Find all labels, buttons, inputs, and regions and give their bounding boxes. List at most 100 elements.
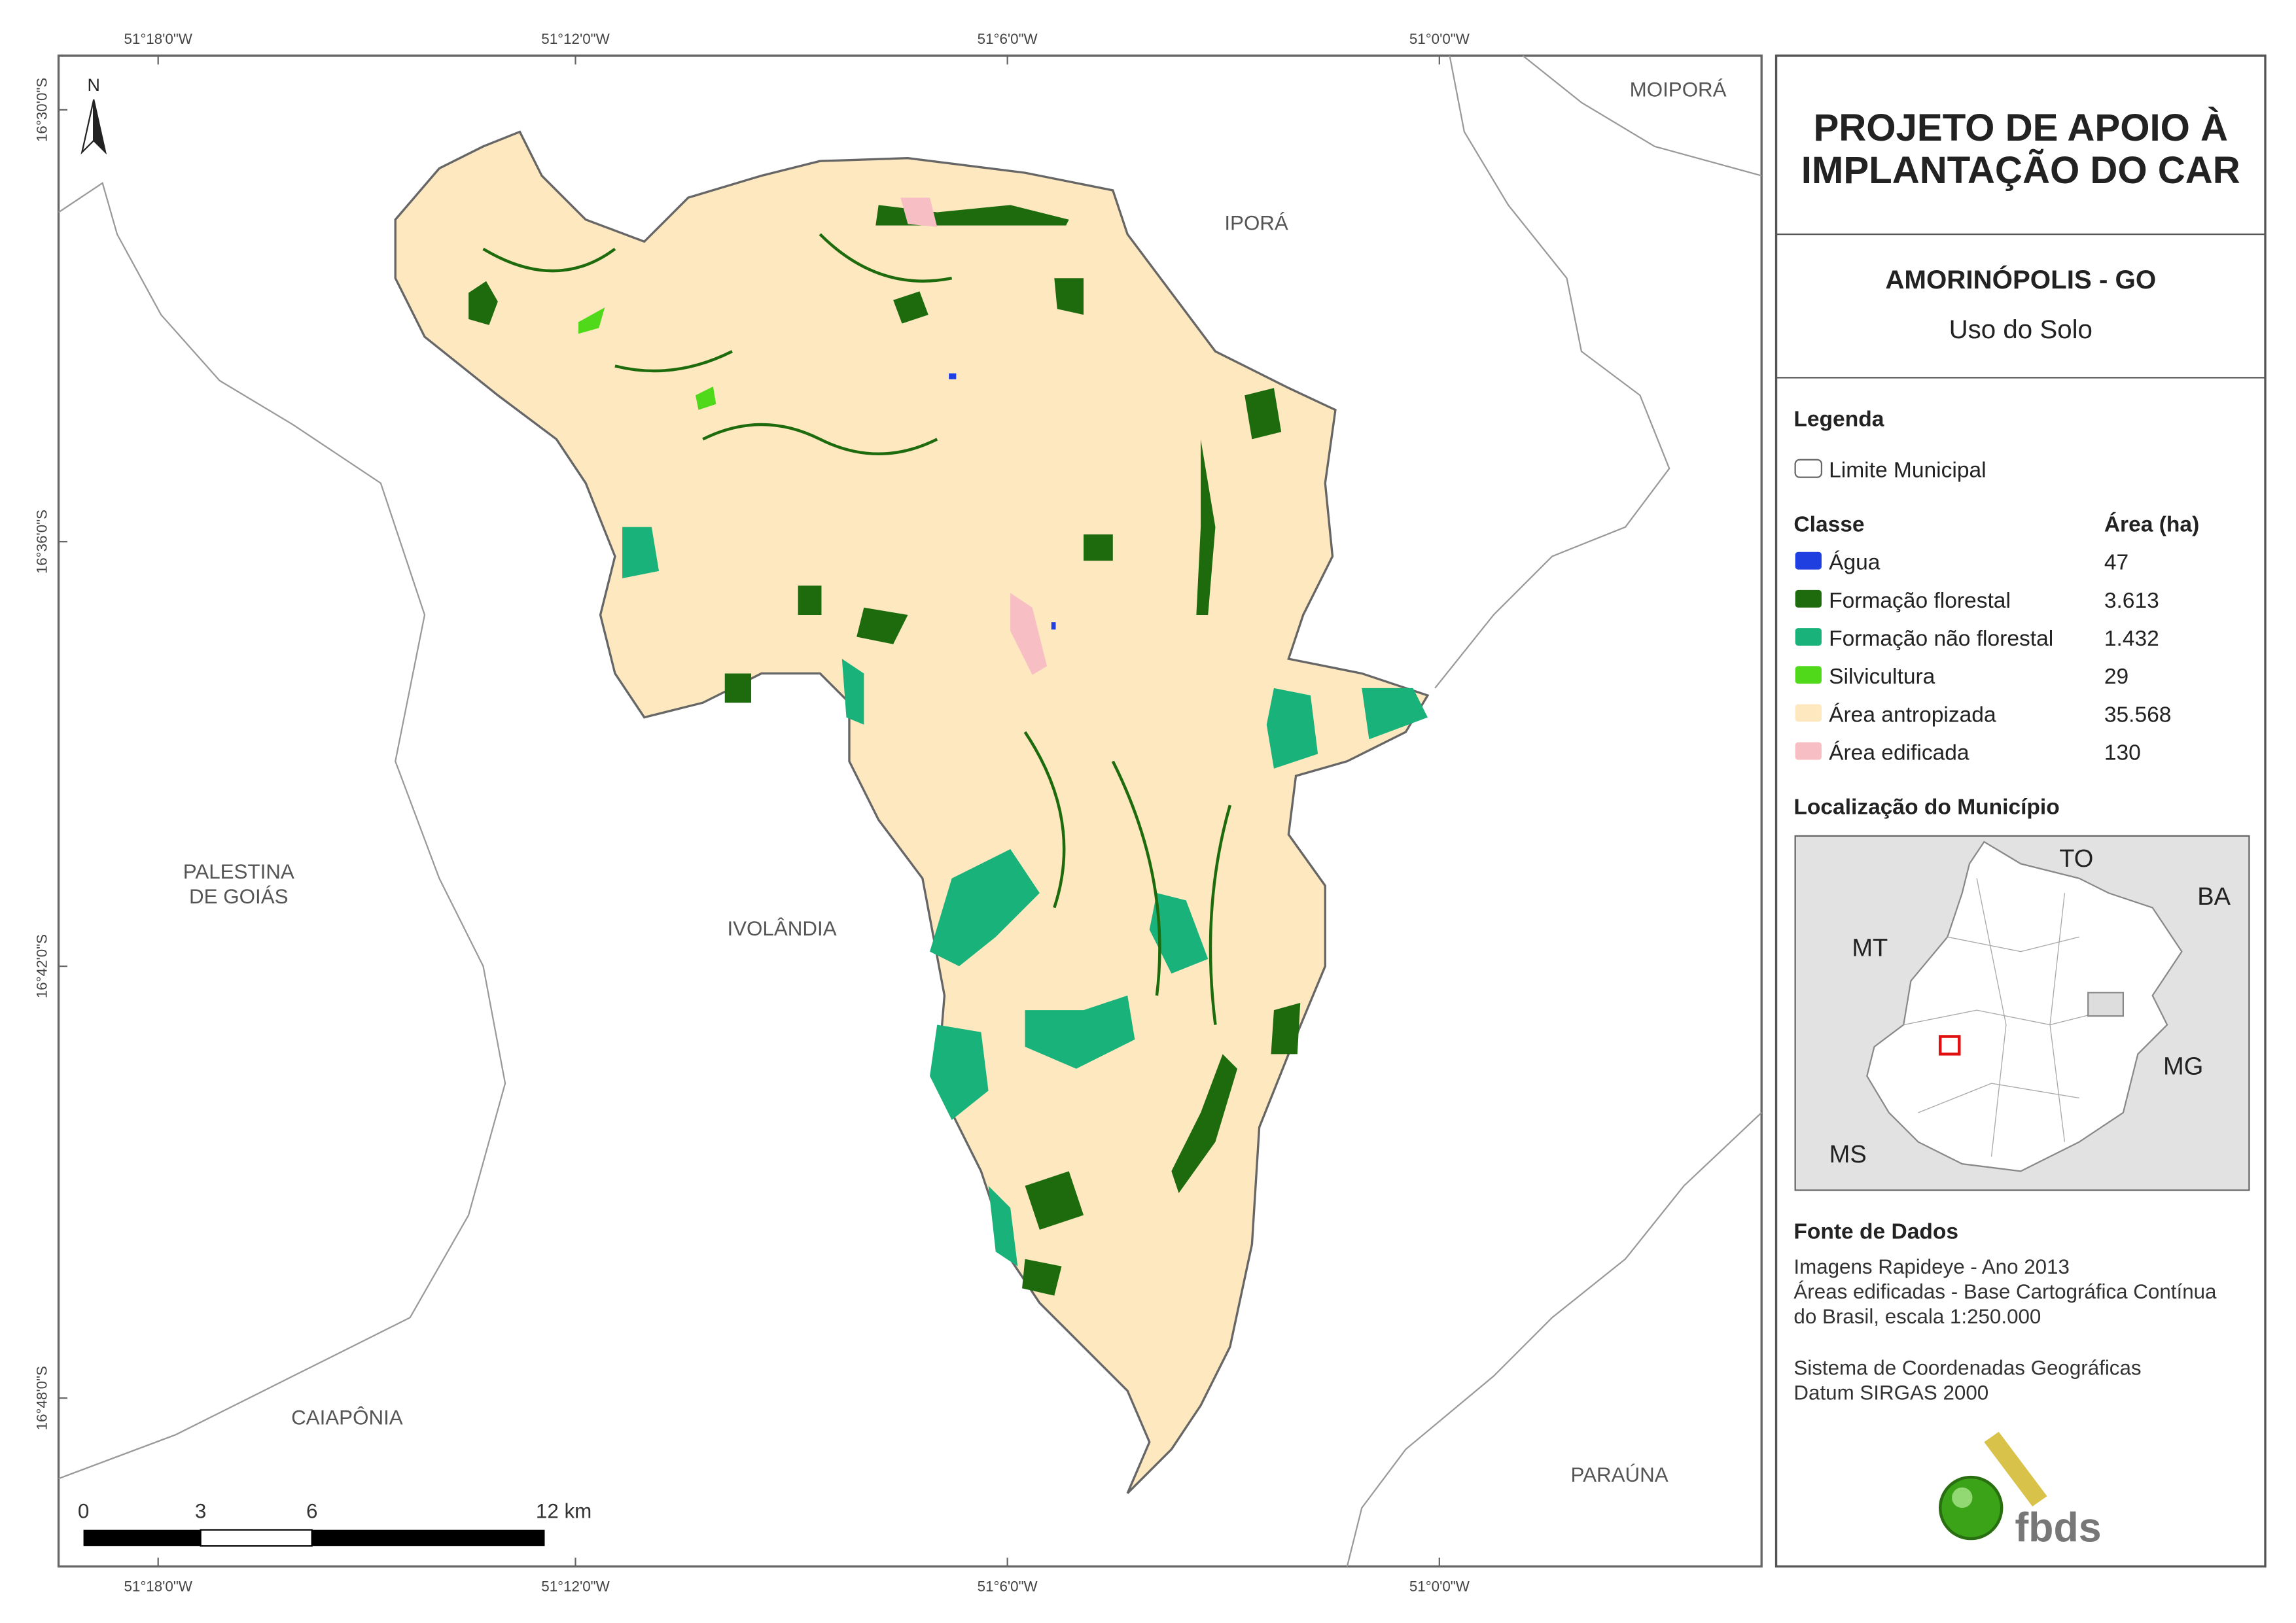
land-use-patch bbox=[622, 527, 660, 579]
inset-label: MG bbox=[2163, 1053, 2203, 1081]
drainage-line bbox=[482, 247, 616, 273]
logo-text: fbds bbox=[2015, 1505, 2101, 1551]
federal-district bbox=[2087, 992, 2125, 1017]
crs-line: Datum SIRGAS 2000 bbox=[1793, 1381, 1988, 1404]
coordinate-label: 16°36'0"S bbox=[34, 510, 50, 574]
class-area: 1.432 bbox=[2104, 627, 2159, 651]
class-area: 35.568 bbox=[2104, 703, 2172, 727]
inset-label: MS bbox=[1829, 1141, 1867, 1168]
coordinate-label: 16°42'0"S bbox=[34, 934, 50, 998]
coordinate-label: 16°30'0"S bbox=[34, 78, 50, 142]
class-swatch bbox=[1795, 742, 1822, 760]
boundary-label: Limite Municipal bbox=[1829, 459, 1987, 483]
place-label: MOIPORÁ bbox=[1630, 79, 1727, 101]
coordinates: 51°18'0"W 51°18'0"W 51°12'0"W 51°12'0"W 51°6… bbox=[34, 31, 1470, 1594]
title: IMPLANTAÇÃO DO CAR bbox=[1801, 149, 2240, 192]
class-name: Área edificada bbox=[1829, 741, 1969, 765]
land-use-patch bbox=[1022, 1259, 1062, 1296]
crs-line: Sistema de Coordenadas Geográficas bbox=[1793, 1356, 2141, 1379]
drainage-line bbox=[702, 423, 938, 456]
class-area: 47 bbox=[2104, 551, 2128, 575]
source-line: do Brasil, escala 1:250.000 bbox=[1793, 1305, 2041, 1328]
land-use-patch bbox=[857, 607, 908, 644]
place-label: PARAÚNA bbox=[1571, 1463, 1669, 1486]
land-use-patch bbox=[930, 849, 1040, 967]
title: PROJETO DE APOIO À bbox=[1813, 107, 2228, 149]
boundary-line bbox=[1346, 1112, 1762, 1567]
coordinate-label: 51°18'0"W bbox=[124, 31, 192, 47]
scale-label: 12 km bbox=[536, 1500, 592, 1523]
class-swatch bbox=[1795, 628, 1822, 646]
drainage-line bbox=[614, 350, 733, 373]
coordinate-label: 51°0'0"W bbox=[1409, 1579, 1470, 1595]
panel-frame bbox=[1775, 54, 2267, 1568]
logo-bar bbox=[1984, 1431, 2047, 1507]
boundary-line bbox=[58, 181, 506, 1480]
municipality-name: AMORINÓPOLIS - GO bbox=[1885, 264, 2156, 294]
land-use-patch bbox=[1025, 1171, 1084, 1230]
class-name: Silvicultura bbox=[1829, 665, 1935, 689]
coordinate-label: 51°6'0"W bbox=[978, 31, 1038, 47]
class-heading: Classe bbox=[1793, 512, 1864, 536]
land-use-patch bbox=[1171, 1054, 1238, 1193]
inset-boundaries bbox=[1903, 878, 2109, 1157]
subtitle: Uso do Solo bbox=[1949, 315, 2093, 344]
class-name: Formação não florestal bbox=[1829, 627, 2053, 651]
legend-heading: Legenda bbox=[1793, 407, 1884, 431]
coordinate-label: 51°18'0"W bbox=[124, 1579, 192, 1595]
scale-label: 6 bbox=[306, 1500, 317, 1523]
logo-highlight bbox=[1952, 1487, 1973, 1509]
land-use-patch bbox=[724, 673, 752, 703]
land-use-patch bbox=[1196, 439, 1216, 615]
class-area: 29 bbox=[2104, 665, 2128, 689]
drainage-line bbox=[1023, 731, 1066, 909]
land-use-patch bbox=[1245, 388, 1282, 440]
scale-label: 3 bbox=[195, 1500, 206, 1523]
municipality bbox=[394, 130, 1430, 1494]
class-swatch bbox=[1795, 589, 1822, 608]
location-inset: TO BA MT MG MS bbox=[1794, 835, 2250, 1191]
coordinate-label: 51°6'0"W bbox=[978, 1579, 1038, 1595]
state-shape bbox=[1866, 841, 2183, 1172]
land-use-patch bbox=[1054, 278, 1084, 315]
place-label: CAIAPÔNIA bbox=[291, 1406, 403, 1429]
source-line: Áreas edificadas - Base Cartográfica Con… bbox=[1793, 1280, 2217, 1303]
scale-label: 0 bbox=[78, 1500, 89, 1523]
drainage-line bbox=[1111, 760, 1161, 996]
class-area: 130 bbox=[2104, 741, 2141, 765]
municipality-area bbox=[394, 130, 1430, 1494]
land-use-patch bbox=[1362, 688, 1428, 740]
inset-label: TO bbox=[2059, 845, 2093, 873]
class-swatch bbox=[1795, 666, 1822, 684]
class-swatch bbox=[1795, 704, 1822, 722]
area-heading: Área (ha) bbox=[2104, 512, 2199, 536]
scale-segment bbox=[200, 1529, 313, 1547]
land-use-patch bbox=[900, 198, 938, 227]
class-swatch bbox=[1795, 551, 1822, 570]
place-label: PALESTINA bbox=[183, 860, 294, 883]
location-heading: Localização do Município bbox=[1793, 795, 2059, 819]
place-label: IPORÁ bbox=[1224, 211, 1288, 234]
land-use-patch bbox=[1149, 893, 1209, 974]
sources-heading: Fonte de Dados bbox=[1793, 1219, 1958, 1244]
land-use-patch bbox=[578, 307, 605, 334]
place-label: DE GOIÁS bbox=[189, 885, 288, 908]
land-use-patch bbox=[798, 585, 822, 615]
land-use-patch bbox=[1266, 688, 1318, 769]
land-use-patch bbox=[468, 281, 498, 325]
coordinate-label: 51°0'0"W bbox=[1409, 31, 1470, 47]
land-use-patch bbox=[988, 1185, 1018, 1266]
location-marker bbox=[1938, 1035, 1961, 1056]
legend-rows: Água 47 Formação florestal 3.613 Formação nã… bbox=[1795, 551, 2172, 765]
coordinate-label: 51°12'0"W bbox=[541, 1579, 610, 1595]
north-arrow: N bbox=[80, 75, 107, 155]
land-use-patch bbox=[1010, 593, 1048, 675]
class-name: Área antropizada bbox=[1829, 703, 1996, 727]
land-use-patch bbox=[893, 291, 928, 324]
land-use-patch bbox=[930, 1024, 989, 1121]
neighbour-boundaries bbox=[58, 55, 1762, 1567]
land-use-patch bbox=[1025, 995, 1135, 1069]
drainage-line bbox=[819, 233, 953, 283]
scale-segment bbox=[83, 1529, 201, 1546]
logo-circle bbox=[1938, 1475, 2004, 1541]
